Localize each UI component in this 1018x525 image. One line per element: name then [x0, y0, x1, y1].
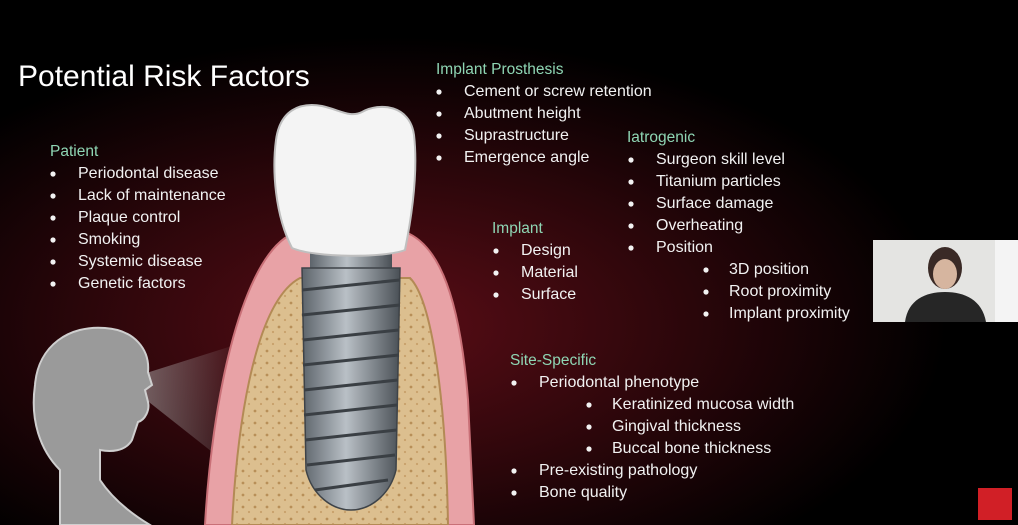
- sub-item: Buccal bone thickness: [612, 440, 771, 457]
- bullet: [586, 424, 592, 430]
- list-item: Cement or screw retention: [464, 83, 652, 100]
- bullet: [703, 311, 709, 317]
- list-item: Pre-existing pathology: [539, 462, 697, 479]
- bullet: [628, 157, 634, 163]
- list-item: Suprastructure: [464, 127, 569, 144]
- bullet: [628, 223, 634, 229]
- list-item: Periodontal phenotype: [539, 374, 699, 391]
- list-item: Position: [656, 239, 713, 256]
- bullet: [436, 133, 442, 139]
- bullet: [703, 267, 709, 273]
- list-item: Design: [521, 242, 571, 259]
- bullet: [511, 380, 517, 386]
- bullet: [50, 259, 56, 265]
- sub-item: Gingival thickness: [612, 418, 741, 435]
- list-item: Overheating: [656, 217, 743, 234]
- list-item: Material: [521, 264, 578, 281]
- channel-logo: [978, 488, 1012, 520]
- list-item: Smoking: [78, 231, 140, 248]
- section-heading: Patient: [50, 143, 99, 160]
- face-illustration: [32, 326, 235, 525]
- bullet: [50, 171, 56, 177]
- list-item: Emergence angle: [464, 149, 590, 166]
- slide-title: Potential Risk Factors: [18, 60, 310, 93]
- implant-illustration: [203, 104, 476, 525]
- bullet: [50, 193, 56, 199]
- list-item: Surface: [521, 286, 576, 303]
- bullet: [586, 446, 592, 452]
- section-heading: Implant: [492, 220, 544, 237]
- list-item: Surgeon skill level: [656, 151, 785, 168]
- section-heading: Implant Prosthesis: [436, 61, 564, 78]
- bullet: [628, 245, 634, 251]
- bullet: [493, 248, 499, 254]
- list-item: Titanium particles: [656, 173, 781, 190]
- bullet: [511, 490, 517, 496]
- bullet: [436, 111, 442, 117]
- sub-item: Root proximity: [729, 283, 831, 300]
- section-heading: Iatrogenic: [627, 129, 695, 146]
- bullet: [50, 281, 56, 287]
- bullet: [493, 292, 499, 298]
- list-item: Surface damage: [656, 195, 774, 212]
- list-item: Periodontal disease: [78, 165, 219, 182]
- webcam-video: [873, 240, 1018, 322]
- bullet: [493, 270, 499, 276]
- sub-item: Implant proximity: [729, 305, 850, 322]
- bullet: [50, 215, 56, 221]
- bullet: [436, 155, 442, 161]
- bullet: [436, 89, 442, 95]
- list-item: Abutment height: [464, 105, 581, 122]
- bullet: [703, 289, 709, 295]
- list-item: Genetic factors: [78, 275, 186, 292]
- list-item: Bone quality: [539, 484, 627, 501]
- bullet: [586, 402, 592, 408]
- list-item: Lack of maintenance: [78, 187, 226, 204]
- list-item: Plaque control: [78, 209, 180, 226]
- sub-item: 3D position: [729, 261, 809, 278]
- bullet: [50, 237, 56, 243]
- sub-item: Keratinized mucosa width: [612, 396, 794, 413]
- bullet: [628, 179, 634, 185]
- bullet: [628, 201, 634, 207]
- bullet: [511, 468, 517, 474]
- list-item: Systemic disease: [78, 253, 203, 270]
- section-heading: Site-Specific: [510, 352, 596, 369]
